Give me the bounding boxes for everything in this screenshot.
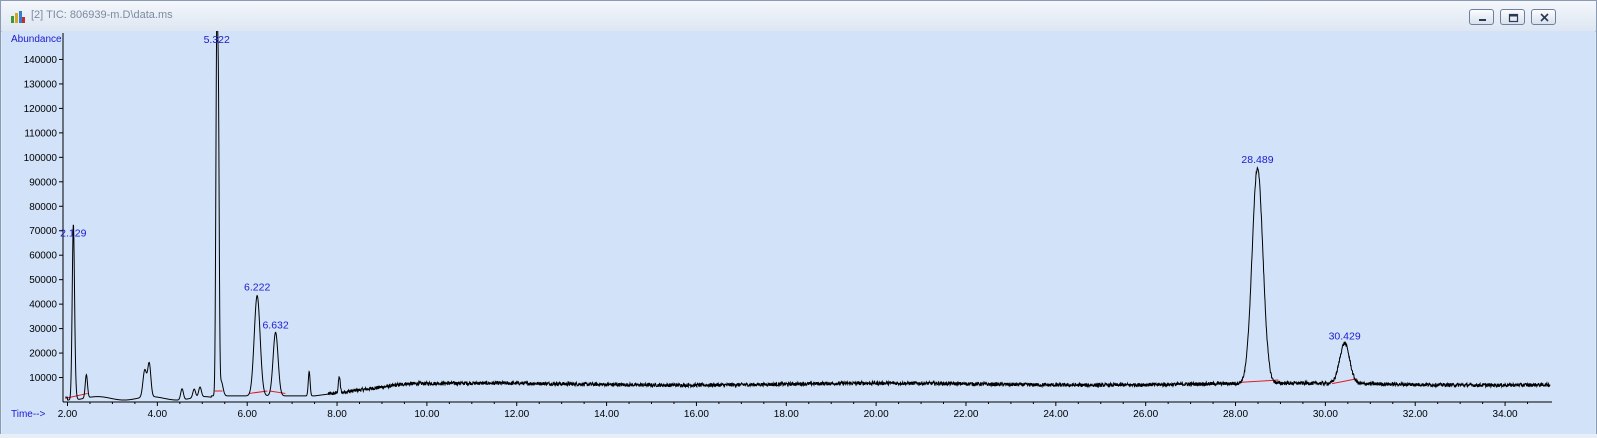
- integration-baseline: [269, 390, 286, 394]
- x-tick-label: 12.00: [504, 409, 529, 420]
- y-tick-label: 20000: [29, 349, 57, 360]
- minimize-icon: [1479, 19, 1486, 21]
- integration-baseline: [1239, 379, 1279, 383]
- window-bottom-edge: [0, 434, 1597, 438]
- chromatogram-plot-area[interactable]: Abundance Time--> 10000 20000 30000 40000 500…: [2, 31, 1595, 435]
- x-tick-label: 28.00: [1223, 409, 1248, 420]
- y-tick-label: 140000: [24, 55, 58, 66]
- x-tick-label: 2.00: [58, 409, 78, 420]
- x-tick-label: 16.00: [684, 409, 709, 420]
- peak-label: 6.632: [262, 319, 288, 331]
- y-tick-label: 130000: [24, 79, 58, 90]
- x-tick-label: 32.00: [1403, 409, 1428, 420]
- peak-label: 28.489: [1241, 154, 1273, 166]
- restore-button[interactable]: [1500, 9, 1525, 25]
- x-tick-label: 22.00: [953, 409, 978, 420]
- y-tick-label: 100000: [24, 153, 58, 164]
- y-tick-label: 90000: [29, 177, 57, 188]
- x-tick-label: 10.00: [414, 409, 439, 420]
- integration-baseline: [1332, 378, 1357, 385]
- window-title: [2] TIC: 806939-m.D\data.ms: [31, 9, 173, 21]
- x-tick-label: 18.00: [774, 409, 799, 420]
- restore-icon: [1508, 13, 1519, 23]
- close-icon: [1540, 13, 1549, 22]
- y-tick-label: 70000: [29, 226, 57, 237]
- x-tick-label: 4.00: [148, 409, 168, 420]
- close-button[interactable]: [1531, 9, 1556, 25]
- x-tick-label: 24.00: [1043, 409, 1068, 420]
- x-tick-label: 34.00: [1493, 409, 1518, 420]
- x-tick-label: 26.00: [1133, 409, 1158, 420]
- y-tick-label: 40000: [29, 300, 57, 311]
- title-bar[interactable]: [2] TIC: 806939-m.D\data.ms: [1, 1, 1596, 32]
- peak-label: 2.129: [60, 228, 86, 240]
- app-icon: [11, 11, 25, 23]
- y-tick-label: 30000: [29, 324, 57, 335]
- x-axis-label: Time-->: [11, 409, 46, 420]
- peak-label: 30.429: [1329, 330, 1361, 342]
- y-tick-label: 60000: [29, 251, 57, 262]
- tic-trace-line: [65, 31, 1551, 401]
- x-tick-label: 20.00: [864, 409, 889, 420]
- x-tick-label: 8.00: [327, 409, 347, 420]
- minimize-button[interactable]: [1469, 9, 1494, 25]
- peak-label: 6.222: [244, 281, 270, 293]
- peak-label: 5.322: [204, 34, 230, 46]
- y-tick-label: 120000: [24, 104, 58, 115]
- y-tick-label: 10000: [29, 373, 57, 384]
- x-tick-label: 30.00: [1313, 409, 1338, 420]
- y-axis-label: Abundance: [11, 34, 62, 45]
- y-tick-label: 80000: [29, 202, 57, 213]
- y-tick-label: 50000: [29, 275, 57, 286]
- x-tick-label: 6.00: [237, 409, 257, 420]
- tic-chromatogram-chart[interactable]: Abundance Time--> 10000 20000 30000 40000 500…: [2, 31, 1595, 435]
- y-tick-label: 110000: [24, 128, 57, 139]
- x-tick-label: 14.00: [594, 409, 619, 420]
